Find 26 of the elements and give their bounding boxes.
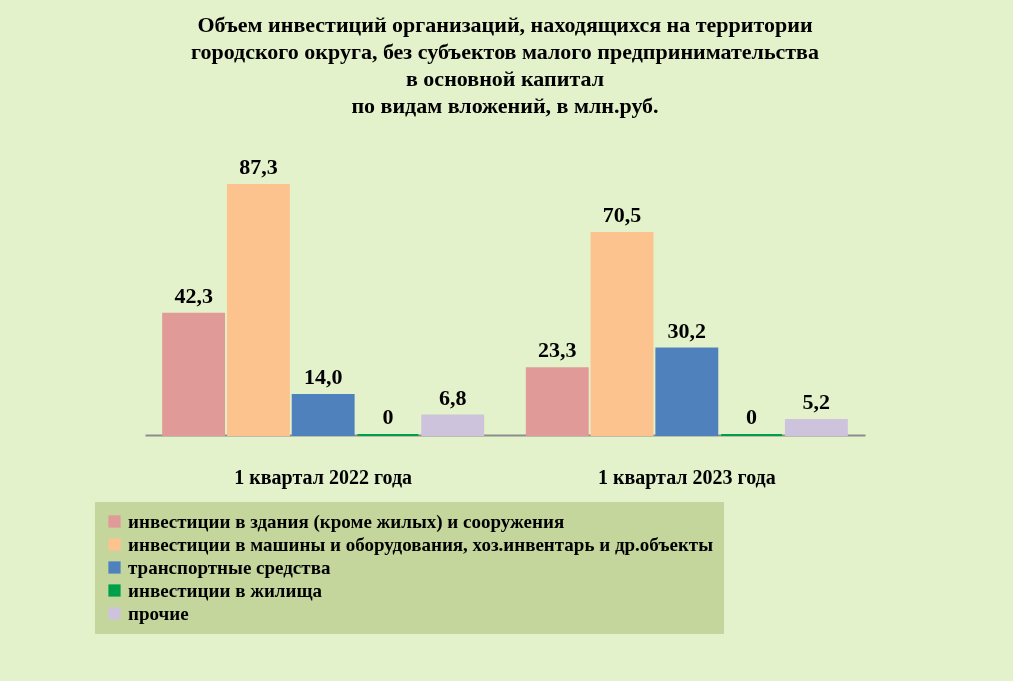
bar xyxy=(162,312,226,436)
data-label: 42,3 xyxy=(174,282,213,308)
data-label: 70,5 xyxy=(602,202,642,228)
data-label: 0 xyxy=(382,404,394,429)
legend-label: инвестиции в машины и оборудования, хоз.инвентарь и др.объекты xyxy=(128,533,714,555)
data-label: 23,3 xyxy=(538,337,577,363)
data-label: 14,0 xyxy=(303,363,343,389)
legend-label: транспортные средства xyxy=(128,556,331,578)
x-tick-label: 1 квартал 2022 года xyxy=(234,465,413,489)
bar xyxy=(226,184,290,436)
bar xyxy=(291,393,355,436)
x-tick-label: 1 квартал 2023 года xyxy=(597,465,776,489)
bar xyxy=(421,414,485,436)
data-label: 30,2 xyxy=(667,317,707,343)
data-label: 0 xyxy=(746,404,758,429)
bar xyxy=(655,347,719,436)
data-label: 6,8 xyxy=(438,384,467,410)
chart-title: Объем инвестиций организаций, находящихся на территории городского округа, без субъектов малого предпринимательства в основной капитал по видам вложений, в млн.руб. xyxy=(191,12,819,118)
bar xyxy=(784,419,848,436)
bar xyxy=(590,232,654,436)
legend-label: прочие xyxy=(128,602,189,624)
legend-label: инвестиции в жилища xyxy=(128,579,323,601)
data-label: 87,3 xyxy=(239,154,278,179)
bar xyxy=(525,367,589,436)
data-label: 5,2 xyxy=(802,389,831,415)
legend-label: инвестиции в здания (кроме жилых) и сооружения xyxy=(128,510,565,533)
